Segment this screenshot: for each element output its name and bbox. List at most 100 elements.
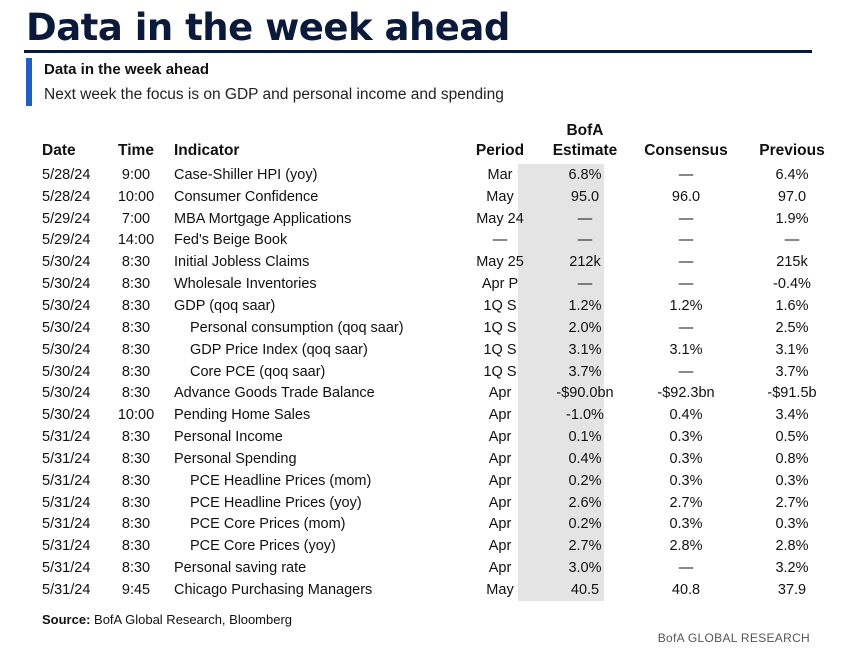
table-row: 5/31/24 8:30 Personal Income Apr 0.1% 0.3% 0.5… xyxy=(42,426,840,448)
cell-estimate: — xyxy=(577,210,593,227)
cell-date: 5/31/24 xyxy=(42,560,91,577)
cell-time: 10:00 xyxy=(117,407,155,424)
cell-indicator: GDP Price Index (qoq saar) xyxy=(190,341,368,358)
cell-date: 5/30/24 xyxy=(42,407,91,424)
section-title: Data in the week ahead xyxy=(44,61,210,78)
table-row: 5/30/24 8:30 Initial Jobless Claims May 25 2… xyxy=(42,251,840,273)
cell-period: Apr xyxy=(488,516,512,533)
cell-consensus: 1.2% xyxy=(669,297,703,314)
cell-period: Apr xyxy=(488,429,512,446)
cell-previous: -$91.5b xyxy=(767,385,817,402)
cell-consensus: 0.3% xyxy=(669,516,703,533)
cell-previous: 3.7% xyxy=(775,363,809,380)
cell-indicator: Advance Goods Trade Balance xyxy=(174,385,375,402)
cell-period: May xyxy=(486,188,514,205)
cell-previous: 1.6% xyxy=(775,297,809,314)
cell-estimate: 212k xyxy=(569,254,601,271)
cell-consensus: — xyxy=(678,276,694,293)
table-row: 5/30/24 8:30 Wholesale Inventories Apr P — — -… xyxy=(42,273,840,295)
cell-date: 5/29/24 xyxy=(42,210,91,227)
table-row: 5/31/24 9:45 Chicago Purchasing Managers Ma… xyxy=(42,579,840,601)
cell-indicator: MBA Mortgage Applications xyxy=(174,210,352,227)
cell-indicator: PCE Core Prices (yoy) xyxy=(190,538,336,555)
cell-time: 9:45 xyxy=(121,581,151,598)
cell-consensus: 0.4% xyxy=(669,407,703,424)
table-header-row: Date Time Indicator Period BofA Estimate … xyxy=(42,120,840,164)
cell-period: Apr xyxy=(488,450,512,467)
table-row: 5/30/24 8:30 Personal consumption (qoq saa… xyxy=(42,317,840,339)
cell-time: 8:30 xyxy=(121,319,151,336)
cell-date: 5/30/24 xyxy=(42,276,91,293)
cell-date: 5/31/24 xyxy=(42,450,91,467)
cell-consensus: 2.7% xyxy=(669,494,703,511)
cell-time: 8:30 xyxy=(121,297,151,314)
cell-date: 5/28/24 xyxy=(42,188,91,205)
cell-time: 8:30 xyxy=(121,472,151,489)
cell-previous: -0.4% xyxy=(773,276,811,293)
cell-period: 1Q S xyxy=(483,363,517,380)
cell-indicator: PCE Headline Prices (yoy) xyxy=(190,494,362,511)
cell-estimate: 0.2% xyxy=(568,516,602,533)
cell-period: Apr xyxy=(488,385,512,402)
cell-consensus: 40.8 xyxy=(671,581,701,598)
table-row: 5/30/24 10:00 Pending Home Sales Apr -1.0% 0.… xyxy=(42,404,840,426)
col-header-previous: Previous xyxy=(759,142,825,159)
cell-date: 5/30/24 xyxy=(42,341,91,358)
cell-estimate: 0.4% xyxy=(568,450,602,467)
cell-previous: 215k xyxy=(776,254,808,271)
cell-consensus: 0.3% xyxy=(669,450,703,467)
table-row: 5/29/24 14:00 Fed's Beige Book — — — — xyxy=(42,230,840,252)
cell-date: 5/31/24 xyxy=(42,429,91,446)
cell-time: 10:00 xyxy=(117,188,155,205)
cell-estimate: — xyxy=(577,232,593,249)
cell-period: Apr xyxy=(488,472,512,489)
cell-estimate: 3.7% xyxy=(568,363,602,380)
cell-period: May 25 xyxy=(476,254,524,271)
estimate-column-highlight xyxy=(518,164,604,601)
cell-estimate: 3.0% xyxy=(568,560,602,577)
cell-estimate: -$90.0bn xyxy=(556,385,614,402)
page-title: Data in the week ahead xyxy=(26,6,510,49)
cell-period: 1Q S xyxy=(483,341,517,358)
cell-estimate: 0.2% xyxy=(568,472,602,489)
col-header-estimate-line1: BofA xyxy=(566,122,604,139)
cell-consensus: — xyxy=(678,232,694,249)
source-note: Source: BofA Global Research, Bloomberg xyxy=(42,612,292,627)
cell-consensus: 96.0 xyxy=(671,188,701,205)
table-row: 5/30/24 8:30 Advance Goods Trade Balance Ap… xyxy=(42,382,840,404)
cell-period: Apr P xyxy=(481,276,519,293)
table-row: 5/28/24 9:00 Case-Shiller HPI (yoy) Mar 6.8%… xyxy=(42,164,840,186)
cell-date: 5/31/24 xyxy=(42,516,91,533)
col-header-period: Period xyxy=(475,142,525,159)
table-row: 5/31/24 8:30 Personal saving rate Apr 3.0% — 3… xyxy=(42,557,840,579)
cell-time: 8:30 xyxy=(121,450,151,467)
section-caption: Next week the focus is on GDP and person… xyxy=(44,86,504,103)
cell-indicator: Personal Spending xyxy=(174,450,297,467)
cell-indicator: Core PCE (qoq saar) xyxy=(190,363,326,380)
cell-estimate: 95.0 xyxy=(570,188,600,205)
source-text: BofA Global Research, Bloomberg xyxy=(94,612,293,627)
cell-estimate: 0.1% xyxy=(568,429,602,446)
col-header-time: Time xyxy=(118,142,154,159)
cell-consensus: 0.3% xyxy=(669,429,703,446)
cell-period: 1Q S xyxy=(483,297,517,314)
cell-consensus: 0.3% xyxy=(669,472,703,489)
cell-date: 5/30/24 xyxy=(42,363,91,380)
cell-date: 5/29/24 xyxy=(42,232,91,249)
cell-period: Apr xyxy=(488,560,512,577)
cell-estimate: 2.0% xyxy=(568,319,602,336)
cell-previous: 0.8% xyxy=(775,450,809,467)
cell-time: 8:30 xyxy=(121,254,151,271)
cell-indicator: Fed's Beige Book xyxy=(174,232,288,249)
table-row: 5/31/24 8:30 PCE Headline Prices (mom) Apr 0… xyxy=(42,470,840,492)
cell-date: 5/30/24 xyxy=(42,319,91,336)
cell-previous: 3.2% xyxy=(775,560,809,577)
col-header-consensus: Consensus xyxy=(644,142,728,159)
title-divider xyxy=(24,50,812,53)
cell-previous: 1.9% xyxy=(775,210,809,227)
cell-consensus: — xyxy=(678,210,694,227)
table-row: 5/28/24 10:00 Consumer Confidence May 95.0 96… xyxy=(42,186,840,208)
table-row: 5/31/24 8:30 PCE Core Prices (mom) Apr 0.2% 0… xyxy=(42,514,840,536)
col-header-date: Date xyxy=(42,142,76,159)
cell-previous: 3.4% xyxy=(775,407,809,424)
